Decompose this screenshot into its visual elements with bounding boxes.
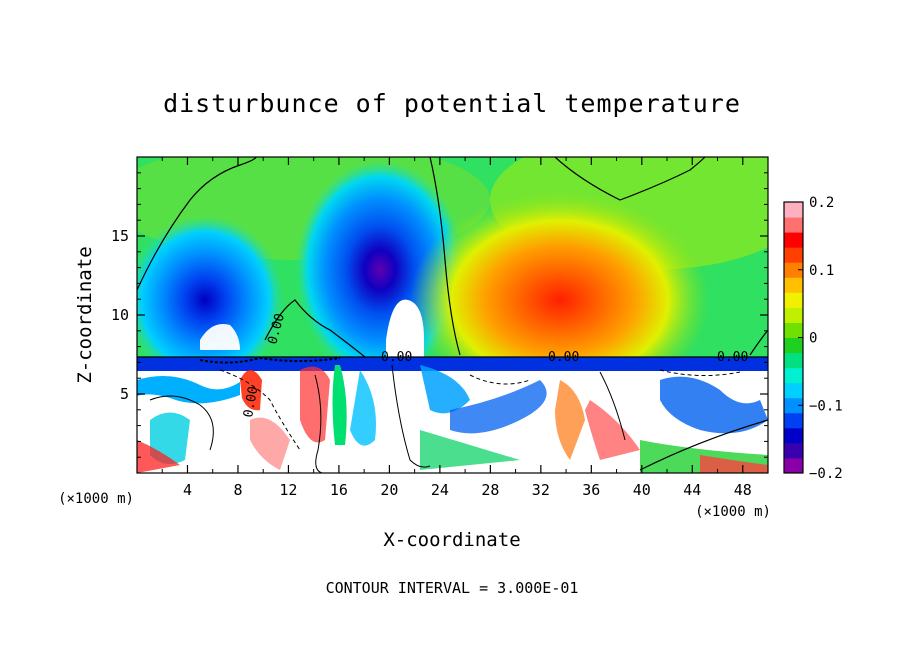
x-tick-label: 28 (481, 481, 499, 499)
colorbar-swatch (784, 397, 803, 414)
y-tick-label: 15 (111, 227, 129, 245)
warm-blob (410, 190, 710, 410)
colorbar-swatch (784, 262, 803, 278)
x-tick-label: 32 (532, 481, 550, 499)
chart-title: disturbunce of potential temperature (163, 89, 741, 118)
cold-blob-left (137, 215, 285, 385)
x-tick-label: 4 (183, 481, 192, 499)
contour-lines (137, 157, 768, 473)
colorbar-swatch (784, 232, 803, 248)
x-tick-label: 8 (233, 481, 242, 499)
colorbar-swatch (784, 307, 803, 323)
contour-interval-footer: CONTOUR INTERVAL = 3.000E-01 (326, 579, 579, 597)
y-axis-label: Z-coordinate (74, 246, 96, 383)
colorbar-swatch (784, 427, 803, 444)
colorbar-tick-label: 0 (809, 331, 817, 347)
contour-label-4: 0.00 (717, 350, 748, 365)
colorbar-swatch (784, 292, 803, 308)
colorbar-swatch (784, 217, 803, 233)
colorbar-swatch (784, 442, 803, 459)
x-tick-label: 12 (279, 481, 297, 499)
colorbar-tick-label: 0.1 (809, 263, 834, 279)
colorbar-tick-label: 0.2 (809, 195, 834, 211)
x-tick-label: 16 (330, 481, 348, 499)
plot-area: 0.00 0.00 0.00 0.00 0.00 (137, 157, 768, 473)
colorbar: 0.2 0.1 0 −0.1 −0.2 (783, 195, 843, 482)
x-tick-label: 36 (582, 481, 600, 499)
colorbar-swatch (784, 277, 803, 293)
contour-label-2: 0.00 (381, 350, 412, 365)
colorbar-swatch (784, 322, 803, 338)
contour-label-3: 0.00 (548, 350, 579, 365)
colorbar-tick-label: −0.2 (809, 466, 843, 482)
y-tick-label: 10 (111, 306, 129, 324)
x-unit-right: (×1000 m) (695, 504, 771, 520)
saturated-region (386, 299, 424, 360)
x-tick-label: 48 (734, 481, 752, 499)
colorbar-swatch (784, 382, 803, 399)
colorbar-swatch (784, 457, 803, 474)
colorbar-swatch (784, 337, 803, 354)
contour-label-5: 0.00 (241, 385, 261, 418)
x-tick-label: 40 (633, 481, 651, 499)
x-unit-left: (×1000 m) (58, 491, 134, 507)
colorbar-swatch (784, 247, 803, 263)
x-tick-label: 24 (431, 481, 449, 499)
x-tick-label: 20 (380, 481, 398, 499)
x-axis-label: X-coordinate (383, 529, 520, 551)
colorbar-swatch (784, 202, 803, 218)
colorbar-swatch (784, 352, 803, 369)
y-tick-label: 5 (120, 385, 129, 403)
x-tick-label: 44 (683, 481, 701, 499)
colorbar-swatch (784, 412, 803, 429)
colorbar-tick-label: −0.1 (809, 398, 843, 414)
colorbar-swatch (784, 367, 803, 384)
